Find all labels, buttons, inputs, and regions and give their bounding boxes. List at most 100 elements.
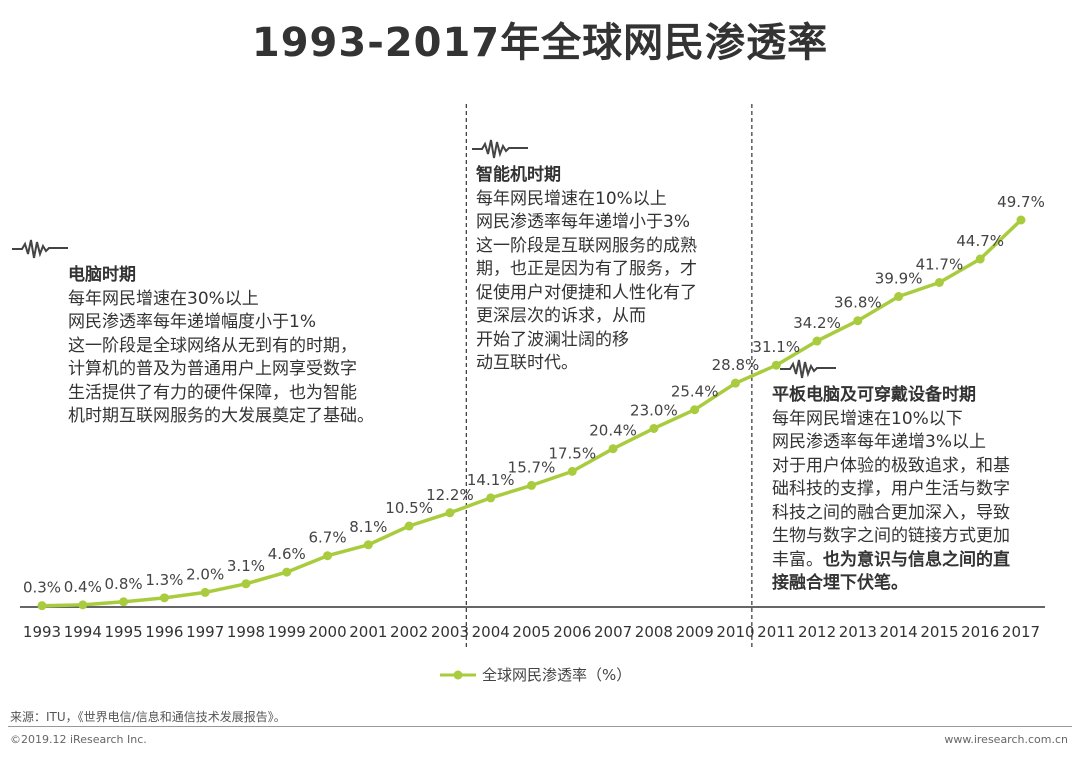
era-tablet-line: 科技之间的融合更加深入，导致 bbox=[772, 502, 1010, 523]
era-tablet-line: 础科技的支撑，用户生活与数字 bbox=[772, 479, 1010, 499]
x-tick-label: 1996 bbox=[145, 623, 183, 641]
website-link[interactable]: www.iresearch.com.cn bbox=[944, 733, 1068, 746]
data-point bbox=[975, 254, 985, 264]
data-label: 23.0% bbox=[630, 401, 678, 419]
x-tick-label: 2015 bbox=[920, 623, 958, 641]
era-smartphone-title: 智能机时期 bbox=[476, 165, 561, 185]
era-tablet-line: 对于用户体验的极致追求，和基 bbox=[772, 455, 1010, 476]
waveform-icon bbox=[472, 139, 528, 159]
era-pc-line: 生活提供了有力的硬件保障，也为智能 bbox=[68, 382, 357, 403]
x-tick-label: 2012 bbox=[798, 623, 836, 641]
data-point bbox=[730, 378, 740, 388]
data-point bbox=[363, 540, 373, 550]
data-label: 6.7% bbox=[308, 529, 346, 547]
data-point bbox=[37, 601, 47, 611]
x-tick-label: 1999 bbox=[268, 623, 306, 641]
data-point bbox=[649, 423, 659, 433]
data-point bbox=[159, 593, 169, 603]
data-point bbox=[527, 480, 536, 490]
data-point bbox=[567, 466, 577, 476]
x-tick-label: 2000 bbox=[308, 623, 346, 641]
footer-divider bbox=[8, 726, 1072, 727]
source-note: 来源：ITU，《世界电信/信息和通信技术发展报告》。 bbox=[10, 710, 286, 724]
data-point bbox=[323, 551, 333, 561]
x-tick-label: 2002 bbox=[390, 623, 428, 641]
era-pc-line: 计算机的普及为普通用户上网享受数字 bbox=[68, 359, 357, 379]
legend-marker bbox=[440, 670, 476, 679]
data-point bbox=[486, 493, 496, 503]
data-label: 44.7% bbox=[956, 232, 1004, 250]
x-tick-label: 2007 bbox=[594, 623, 632, 641]
data-point bbox=[78, 600, 88, 610]
era-smartphone-line: 网民渗透率每年递增小于3% bbox=[476, 212, 690, 232]
era-pc-annotation: 电脑时期 每年网民增速在30%以上 网民渗透率每年递增幅度小于1% 这一阶段是全… bbox=[12, 236, 422, 429]
data-label: 12.2% bbox=[426, 486, 474, 504]
era-smartphone-line: 更深层次的诉求，从而 bbox=[476, 306, 646, 326]
x-tick-label: 2009 bbox=[676, 623, 714, 641]
x-tick-label: 2014 bbox=[880, 623, 918, 641]
data-label: 8.1% bbox=[349, 518, 387, 536]
data-label: 31.1% bbox=[752, 338, 800, 356]
data-label: 15.7% bbox=[508, 458, 556, 476]
data-label: 36.8% bbox=[834, 294, 882, 312]
x-tick-label: 2013 bbox=[839, 623, 877, 641]
data-label: 0.4% bbox=[64, 578, 102, 596]
x-tick-label: 1995 bbox=[104, 623, 142, 641]
legend-label: 全球网民渗透率（%） bbox=[482, 666, 632, 684]
data-point bbox=[771, 360, 781, 370]
data-label: 0.8% bbox=[105, 575, 143, 593]
era-tablet-line: 每年网民增速在10%以下 bbox=[772, 408, 963, 429]
data-label: 4.6% bbox=[268, 545, 306, 563]
data-point bbox=[200, 587, 210, 597]
data-point bbox=[404, 521, 414, 531]
data-label: 3.1% bbox=[227, 557, 265, 575]
era-smartphone-line: 每年网民增速在10%以上 bbox=[476, 188, 667, 209]
data-label: 25.4% bbox=[671, 383, 719, 401]
data-label: 28.8% bbox=[712, 356, 760, 374]
era-pc-line: 每年网民增速在30%以上 bbox=[68, 288, 259, 309]
chart-legend: 全球网民渗透率（%） bbox=[440, 664, 631, 685]
data-point bbox=[119, 597, 129, 607]
data-label: 14.1% bbox=[467, 471, 515, 489]
era-smartphone-line: 促使用户对便捷和人性化有了 bbox=[476, 282, 697, 303]
data-label: 41.7% bbox=[916, 255, 964, 273]
data-label: 0.3% bbox=[23, 579, 61, 597]
data-point bbox=[1016, 215, 1026, 225]
era-pc-line: 网民渗透率每年递增幅度小于1% bbox=[68, 312, 316, 332]
data-point bbox=[690, 405, 700, 415]
data-label: 10.5% bbox=[385, 499, 433, 517]
data-label: 17.5% bbox=[548, 444, 596, 462]
data-label: 1.3% bbox=[145, 571, 183, 589]
data-label: 49.7% bbox=[997, 193, 1045, 211]
x-tick-label: 2004 bbox=[472, 623, 510, 641]
era-smartphone-line: 期，也正是因为有了服务，才 bbox=[476, 259, 697, 279]
era-tablet-annotation: 平板电脑及可穿戴设备时期 每年网民增速在10%以下 网民渗透率每年递增3%以上 … bbox=[770, 356, 1070, 596]
x-tick-label: 1997 bbox=[186, 623, 224, 641]
x-tick-label: 2011 bbox=[757, 623, 795, 641]
era-smartphone-line: 动互联时代。 bbox=[476, 353, 578, 373]
data-point bbox=[241, 579, 251, 589]
era-tablet-line-final: 丰富。也为意识与信息之间的直 bbox=[772, 549, 1070, 573]
data-point bbox=[608, 444, 618, 454]
x-tick-label: 2005 bbox=[512, 623, 550, 641]
data-label: 2.0% bbox=[186, 565, 224, 583]
era-smartphone-line: 开始了波澜壮阔的移 bbox=[476, 329, 629, 350]
x-tick-label: 2017 bbox=[1002, 623, 1040, 641]
era-pc-line: 这一阶段是全球网络从无到有的时期， bbox=[68, 335, 357, 356]
line-chart: 0.3% 0.4% 0.8% 1.3% 2.0% 3.1%4.6%6.7%8.1%10.5… bbox=[20, 104, 1045, 648]
x-tick-label: 2016 bbox=[961, 623, 999, 641]
waveform-icon bbox=[780, 359, 836, 379]
x-tick-label: 1993 bbox=[23, 623, 61, 641]
era-smartphone-line: 这一阶段是互联网服务的成熟 bbox=[476, 235, 697, 256]
era-tablet-bold-line: 接融合埋下伏笔。 bbox=[772, 573, 908, 593]
data-point bbox=[934, 277, 944, 287]
data-point bbox=[282, 567, 292, 577]
x-tick-label: 1994 bbox=[64, 623, 102, 641]
era-smartphone-annotation: 智能机时期 每年网民增速在10%以上 网民渗透率每年递增小于3% 这一阶段是互联… bbox=[472, 136, 762, 376]
data-point bbox=[812, 336, 822, 346]
copyright-text: ©2019.12 iResearch Inc. bbox=[10, 733, 147, 746]
waveform-icon bbox=[12, 239, 68, 259]
x-tick-label: 2008 bbox=[635, 623, 673, 641]
era-pc-title: 电脑时期 bbox=[68, 265, 136, 285]
page-title: 1993-2017年全球网民渗透率 bbox=[251, 20, 829, 66]
